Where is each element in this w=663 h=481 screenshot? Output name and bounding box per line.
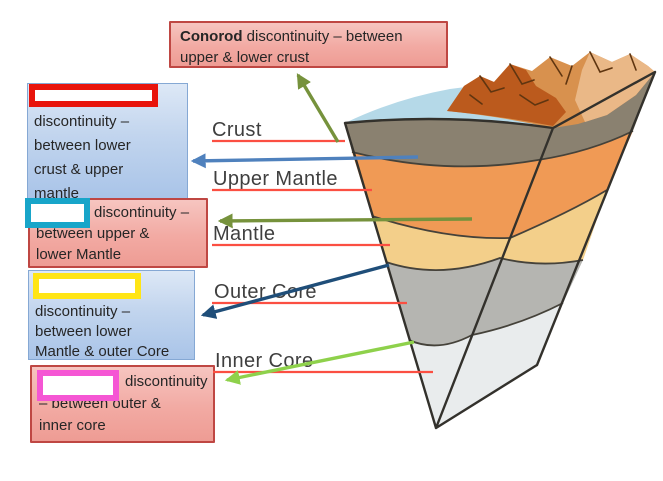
- callout-text: Mantle & outer Core: [35, 343, 170, 360]
- layer-mantle-region: [372, 190, 607, 271]
- layer-boundaries: [351, 130, 634, 347]
- callout-upper-lower-mantle: discontinuity – between upper & lower Ma…: [25, 198, 208, 268]
- callout-mantle-outer-core: discontinuity – between lower Mantle & o…: [28, 270, 195, 360]
- layer-outer-core-region: [386, 258, 583, 346]
- callout-conorod-rest: discontinuity – between: [242, 28, 403, 45]
- answer-blank-red[interactable]: [29, 84, 158, 107]
- mountain-ridges: [469, 51, 637, 106]
- arrow-conorod: [296, 73, 340, 143]
- callout-text: discontinuity: [125, 373, 208, 390]
- wedge-edges: [343, 70, 657, 430]
- callout-text: discontinuity –: [35, 303, 131, 320]
- answer-blank-teal[interactable]: [25, 198, 90, 228]
- callout-conorod-line1: Conorod discontinuity – between: [180, 28, 403, 45]
- callout-conorod: Conorod discontinuity – between upper & …: [169, 21, 448, 68]
- callout-text: crust & upper: [34, 161, 124, 178]
- mountains-light-face: [575, 52, 655, 122]
- callout-text: inner core: [39, 417, 106, 434]
- layer-crust-region: [345, 72, 655, 167]
- callout-outer-inner-core: discontinuity – between outer & inner co…: [30, 365, 215, 443]
- arrow-upper-lower-mantle: [217, 213, 473, 229]
- label-outer-core: Outer Core: [214, 281, 317, 303]
- callout-text: discontinuity –: [94, 204, 190, 221]
- label-upper-mantle: Upper Mantle: [213, 168, 338, 190]
- label-inner-core: Inner Core: [215, 350, 314, 372]
- callout-text: between lower: [35, 323, 132, 340]
- mountains-dark-face: [447, 64, 566, 126]
- label-crust: Crust: [212, 119, 262, 141]
- callout-text: mantle: [34, 185, 80, 202]
- answer-blank-yellow[interactable]: [33, 273, 141, 299]
- ocean-surface: [345, 82, 553, 128]
- callout-conorod-bold: Conorod: [180, 28, 243, 45]
- callout-text: discontinuity –: [34, 113, 130, 130]
- answer-blank-magenta[interactable]: [37, 370, 119, 401]
- callout-text: lower Mantle: [36, 246, 122, 263]
- layer-inner-core-region: [409, 303, 563, 428]
- arrow-crust-mantle: [190, 153, 419, 169]
- callout-text: between lower: [34, 137, 131, 154]
- callout-crust-mantle: discontinuity – between lower crust & up…: [27, 83, 188, 202]
- mountains: [447, 52, 655, 128]
- callout-conorod-line2: upper & lower crust: [180, 49, 310, 66]
- callout-text: between upper &: [36, 225, 150, 242]
- label-mantle: Mantle: [213, 223, 276, 245]
- layer-upper-mantle-region: [352, 131, 633, 239]
